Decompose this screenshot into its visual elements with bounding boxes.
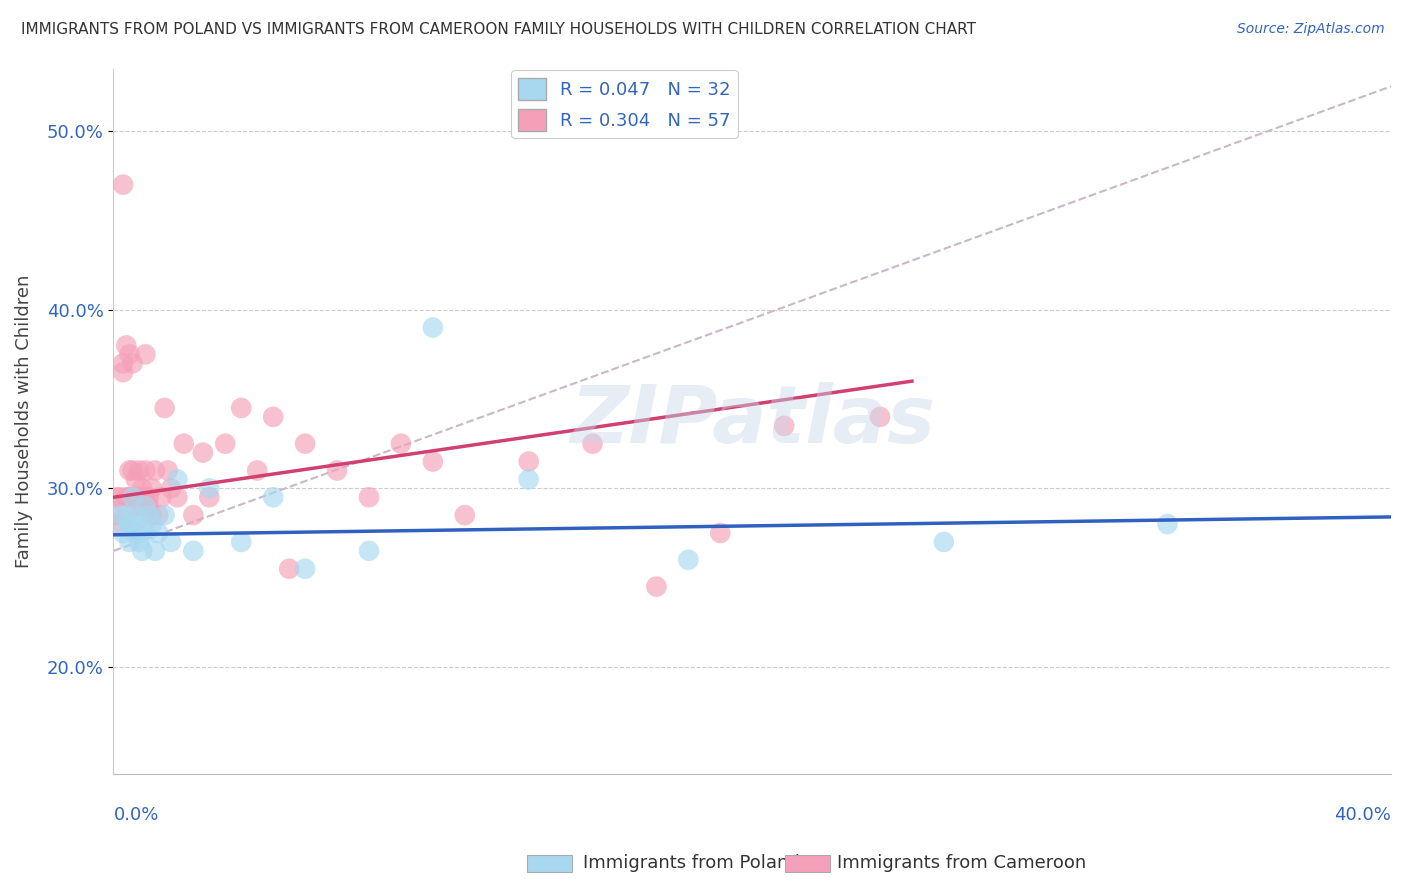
Point xyxy=(581,436,603,450)
Point xyxy=(678,553,700,567)
Point xyxy=(125,508,148,523)
Point xyxy=(138,490,160,504)
Point xyxy=(166,472,188,486)
Point xyxy=(141,481,163,495)
Text: ZIPatlas: ZIPatlas xyxy=(569,383,935,460)
Point xyxy=(645,580,668,594)
Point xyxy=(134,490,156,504)
Point xyxy=(773,418,796,433)
Point xyxy=(148,508,170,523)
Point xyxy=(131,544,153,558)
Point xyxy=(134,347,156,361)
Point xyxy=(125,490,148,504)
Point xyxy=(125,499,148,513)
Legend: R = 0.047   N = 32, R = 0.304   N = 57: R = 0.047 N = 32, R = 0.304 N = 57 xyxy=(512,70,738,138)
Point xyxy=(105,508,128,523)
Point xyxy=(112,365,135,379)
Point xyxy=(153,401,176,415)
Point xyxy=(112,526,135,541)
Point xyxy=(134,499,156,513)
Point xyxy=(131,499,153,513)
Point xyxy=(198,481,221,495)
Point xyxy=(118,535,141,549)
Point xyxy=(105,490,128,504)
Point xyxy=(121,356,143,370)
Point xyxy=(454,508,477,523)
Point xyxy=(278,562,301,576)
Point xyxy=(115,338,138,352)
Point xyxy=(112,356,135,370)
Point xyxy=(128,490,150,504)
Point xyxy=(294,562,316,576)
Point xyxy=(389,436,412,450)
Point xyxy=(134,463,156,477)
Point xyxy=(128,535,150,549)
Text: IMMIGRANTS FROM POLAND VS IMMIGRANTS FROM CAMEROON FAMILY HOUSEHOLDS WITH CHILDR: IMMIGRANTS FROM POLAND VS IMMIGRANTS FRO… xyxy=(21,22,976,37)
Text: Immigrants from Poland: Immigrants from Poland xyxy=(583,855,800,872)
Point xyxy=(156,463,179,477)
Point xyxy=(143,544,166,558)
Text: Immigrants from Cameroon: Immigrants from Cameroon xyxy=(837,855,1085,872)
Point xyxy=(262,490,284,504)
Point xyxy=(191,445,214,459)
Point xyxy=(709,526,731,541)
Point xyxy=(121,517,143,532)
Point xyxy=(125,526,148,541)
Point xyxy=(517,454,540,468)
Point xyxy=(143,463,166,477)
Point xyxy=(262,409,284,424)
Point xyxy=(128,463,150,477)
Point xyxy=(160,481,183,495)
Point xyxy=(932,535,955,549)
Point xyxy=(115,508,138,523)
Point xyxy=(183,508,205,523)
Text: Source: ZipAtlas.com: Source: ZipAtlas.com xyxy=(1237,22,1385,37)
Point xyxy=(294,436,316,450)
Point xyxy=(148,526,170,541)
Point xyxy=(118,347,141,361)
Point xyxy=(138,508,160,523)
Point xyxy=(326,463,349,477)
Point xyxy=(173,436,195,450)
Point xyxy=(869,409,891,424)
Text: 0.0%: 0.0% xyxy=(114,806,159,824)
Point xyxy=(121,463,143,477)
Point xyxy=(231,535,253,549)
Point xyxy=(138,499,160,513)
Point xyxy=(231,401,253,415)
Point xyxy=(108,517,131,532)
Point xyxy=(422,454,444,468)
Point xyxy=(166,490,188,504)
Point xyxy=(422,320,444,334)
Point xyxy=(118,490,141,504)
Point xyxy=(121,490,143,504)
Point xyxy=(141,517,163,532)
Point xyxy=(357,490,380,504)
Point xyxy=(108,490,131,504)
Point xyxy=(108,508,131,523)
Point xyxy=(134,526,156,541)
Point xyxy=(357,544,380,558)
Point xyxy=(125,472,148,486)
Y-axis label: Family Households with Children: Family Households with Children xyxy=(15,275,32,568)
Point xyxy=(118,517,141,532)
Point xyxy=(131,481,153,495)
Point xyxy=(214,436,236,450)
Text: 40.0%: 40.0% xyxy=(1334,806,1391,824)
Point xyxy=(115,490,138,504)
Point xyxy=(160,535,183,549)
Point xyxy=(112,178,135,192)
Point xyxy=(153,508,176,523)
Point xyxy=(150,490,173,504)
Point xyxy=(183,544,205,558)
Point xyxy=(1156,517,1178,532)
Point xyxy=(246,463,269,477)
Point xyxy=(517,472,540,486)
Point xyxy=(141,508,163,523)
Point xyxy=(118,463,141,477)
Point xyxy=(198,490,221,504)
Point xyxy=(121,490,143,504)
Point xyxy=(128,526,150,541)
